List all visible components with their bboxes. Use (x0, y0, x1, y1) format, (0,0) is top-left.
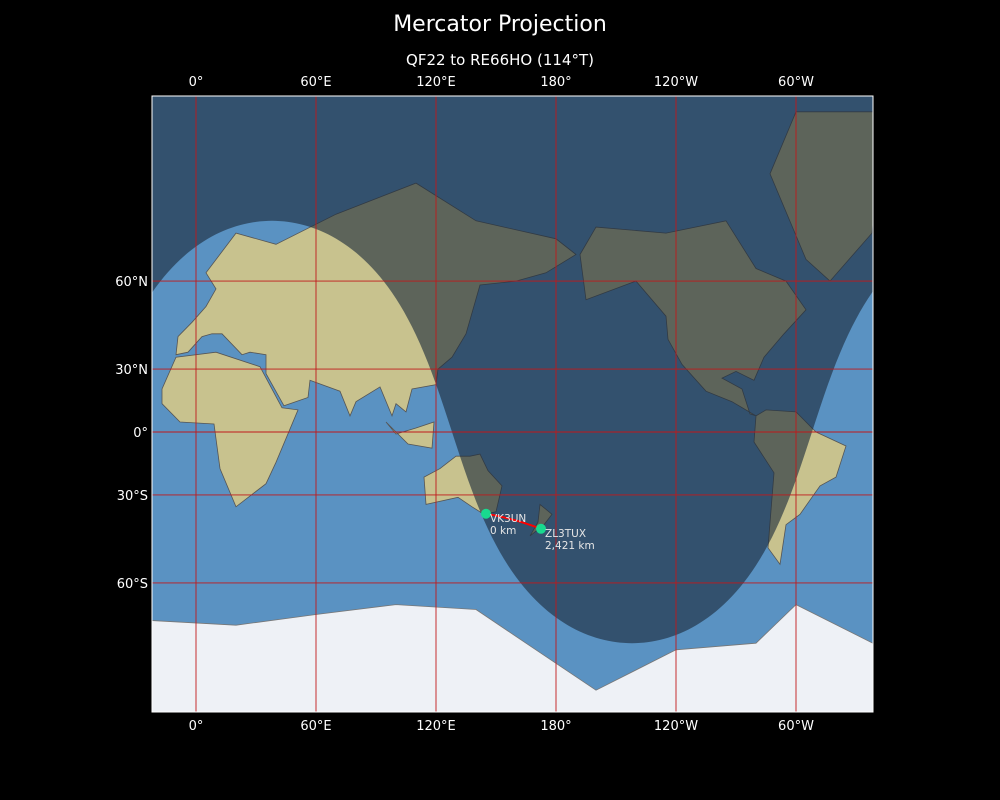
lon-tick-label-top: 120°E (416, 75, 456, 90)
landmass-sumatra-borneo (385, 421, 435, 449)
lon-tick-label-bottom: 120°E (416, 719, 456, 734)
station-distance: 2,421 km (545, 540, 595, 552)
station-marker (536, 523, 546, 534)
lon-tick-label-top: 60°W (778, 75, 814, 90)
lat-tick-label: 60°N (115, 275, 148, 290)
night-shade (152, 96, 873, 644)
landmass-antarctica (152, 604, 873, 712)
lon-tick-label-top: 0° (189, 75, 204, 90)
station-marker (481, 508, 491, 519)
map-subtitle: QF22 to RE66HO (114°T) (406, 51, 594, 69)
figure-title: Mercator Projection (393, 12, 607, 37)
lon-tick-label-bottom: 0° (189, 719, 204, 734)
station-distance: 0 km (490, 525, 516, 537)
lon-tick-label-bottom: 60°W (778, 719, 814, 734)
lon-tick-label-bottom: 180° (540, 719, 571, 734)
lon-tick-label-bottom: 120°W (654, 719, 698, 734)
lat-tick-label: 0° (133, 426, 148, 441)
lat-tick-label: 60°S (117, 577, 148, 592)
lat-tick-label: 30°N (115, 363, 148, 378)
lon-tick-label-bottom: 60°E (300, 719, 331, 734)
graticule (152, 96, 873, 712)
station-callsign: ZL3TUX (545, 528, 586, 540)
lon-tick-label-top: 180° (540, 75, 571, 90)
lon-tick-label-top: 60°E (300, 75, 331, 90)
lon-tick-label-top: 120°W (654, 75, 698, 90)
axis-labels: 0° 0° 60°E 60°E 120°E 120°E 180° 180° 120°W 120°W… (115, 75, 814, 734)
station-callsign: VK3UN (490, 513, 526, 525)
map-frame (151, 95, 874, 713)
lat-tick-label: 30°S (117, 489, 148, 504)
